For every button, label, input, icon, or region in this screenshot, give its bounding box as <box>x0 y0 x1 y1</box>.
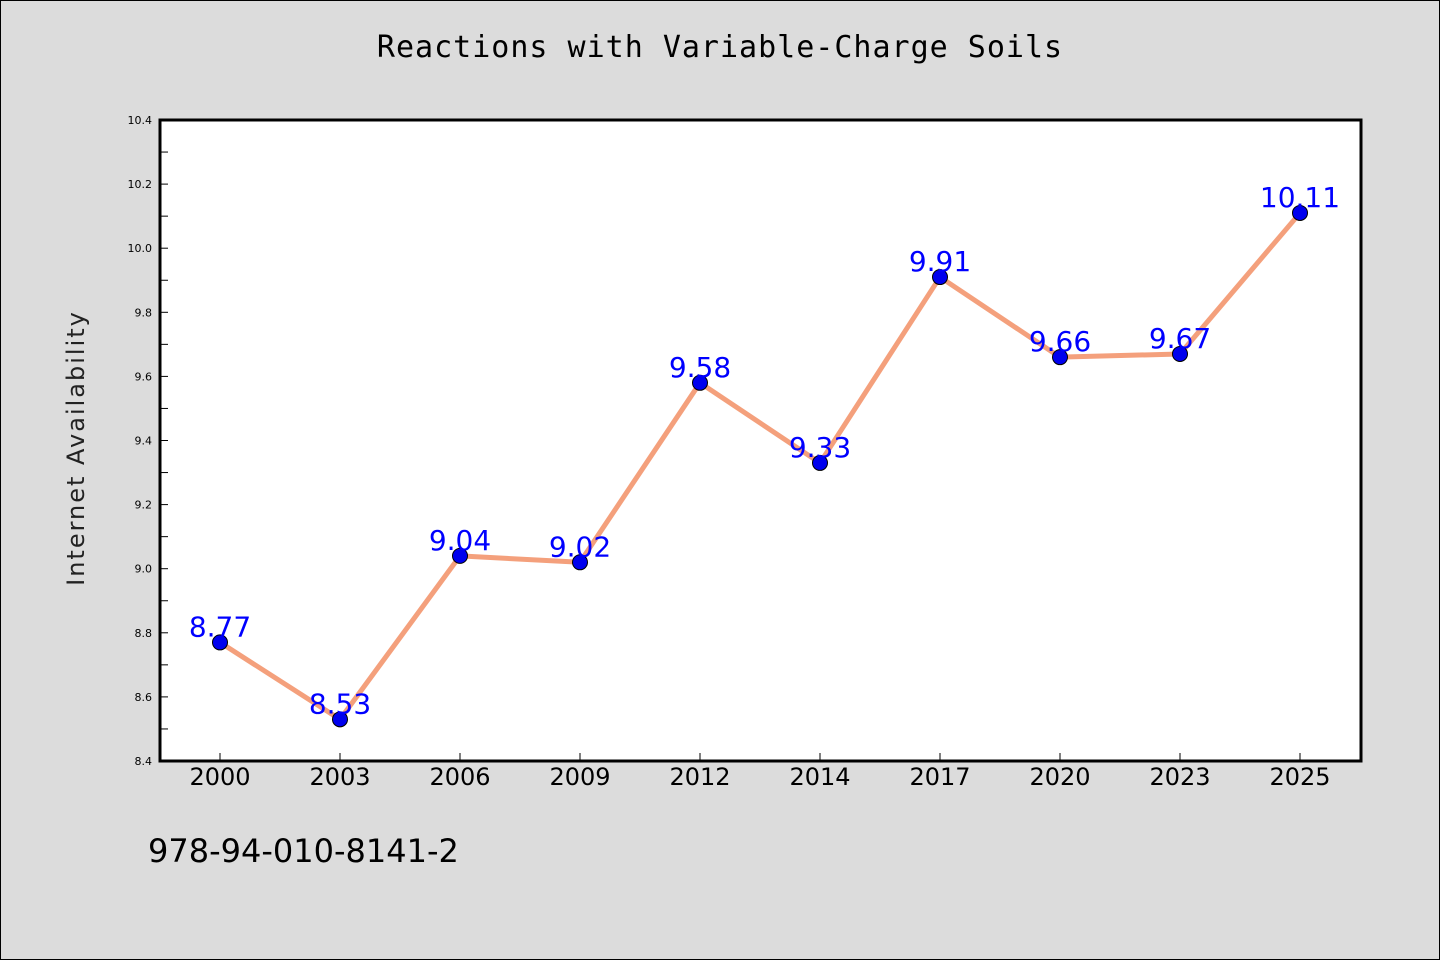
isbn-text: 978-94-010-8141-2 <box>148 832 459 870</box>
x-tick-label: 2006 <box>429 763 490 791</box>
plot-border <box>158 118 1363 763</box>
data-label: 8.77 <box>189 610 251 643</box>
data-label: 9.67 <box>1149 322 1211 355</box>
data-label: 9.58 <box>669 351 731 384</box>
y-tick-label: 8.8 <box>135 627 153 640</box>
y-tick-label: 8.4 <box>135 755 153 768</box>
data-point <box>812 454 828 471</box>
y-tick-label: 9.8 <box>135 306 153 319</box>
series-line <box>217 210 1303 722</box>
x-tick-label: 2017 <box>909 763 970 791</box>
y-tick-label: 8.6 <box>135 691 153 704</box>
y-tick-label: 10.0 <box>128 242 153 255</box>
x-tick-label: 2014 <box>789 763 850 791</box>
y-tick-label: 10.2 <box>128 178 153 191</box>
data-label: 9.04 <box>429 524 491 557</box>
x-tick-label: 2009 <box>549 763 610 791</box>
x-tick-label: 2023 <box>1149 763 1210 791</box>
x-axis: 2000 2003 2006 2009 2012 2014 2017 2020 2023 2025 <box>189 753 1331 791</box>
data-point <box>1172 345 1188 362</box>
x-tick-label: 2000 <box>189 763 250 791</box>
data-point <box>692 374 708 391</box>
data-point <box>1292 204 1308 221</box>
y-axis: 8.4 8.6 8.8 9.0 9.2 9.4 9.6 9.8 10.0 10.2 10.4 <box>128 114 168 768</box>
data-point <box>932 269 948 286</box>
y-tick-label: 9.4 <box>135 435 153 448</box>
data-label: 10.11 <box>1260 181 1340 214</box>
y-tick-label: 9.2 <box>135 499 153 512</box>
data-label: 9.66 <box>1029 325 1091 358</box>
y-tick-label: 9.0 <box>135 563 153 576</box>
data-point <box>212 634 228 651</box>
data-point <box>452 547 468 564</box>
x-tick-label: 2020 <box>1029 763 1090 791</box>
data-label: 9.33 <box>789 431 851 464</box>
chart-title: Reactions with Variable-Charge Soils <box>376 30 1064 65</box>
y-tick-label: 9.6 <box>135 370 153 383</box>
data-point <box>572 554 588 571</box>
data-label: 9.02 <box>549 530 611 563</box>
data-point <box>1052 349 1068 366</box>
series-layer: 8.77 8.53 9.04 9.02 9.58 9.33 9.91 9.66 9.67 10.1… <box>189 181 1340 728</box>
data-label: 9.91 <box>909 245 971 278</box>
data-point <box>332 711 348 728</box>
x-tick-label: 2012 <box>669 763 730 791</box>
y-tick-label: 10.4 <box>128 114 153 127</box>
x-tick-label: 2025 <box>1269 763 1330 791</box>
x-tick-label: 2003 <box>309 763 370 791</box>
data-label: 8.53 <box>309 687 371 720</box>
plot-area <box>160 120 1361 761</box>
